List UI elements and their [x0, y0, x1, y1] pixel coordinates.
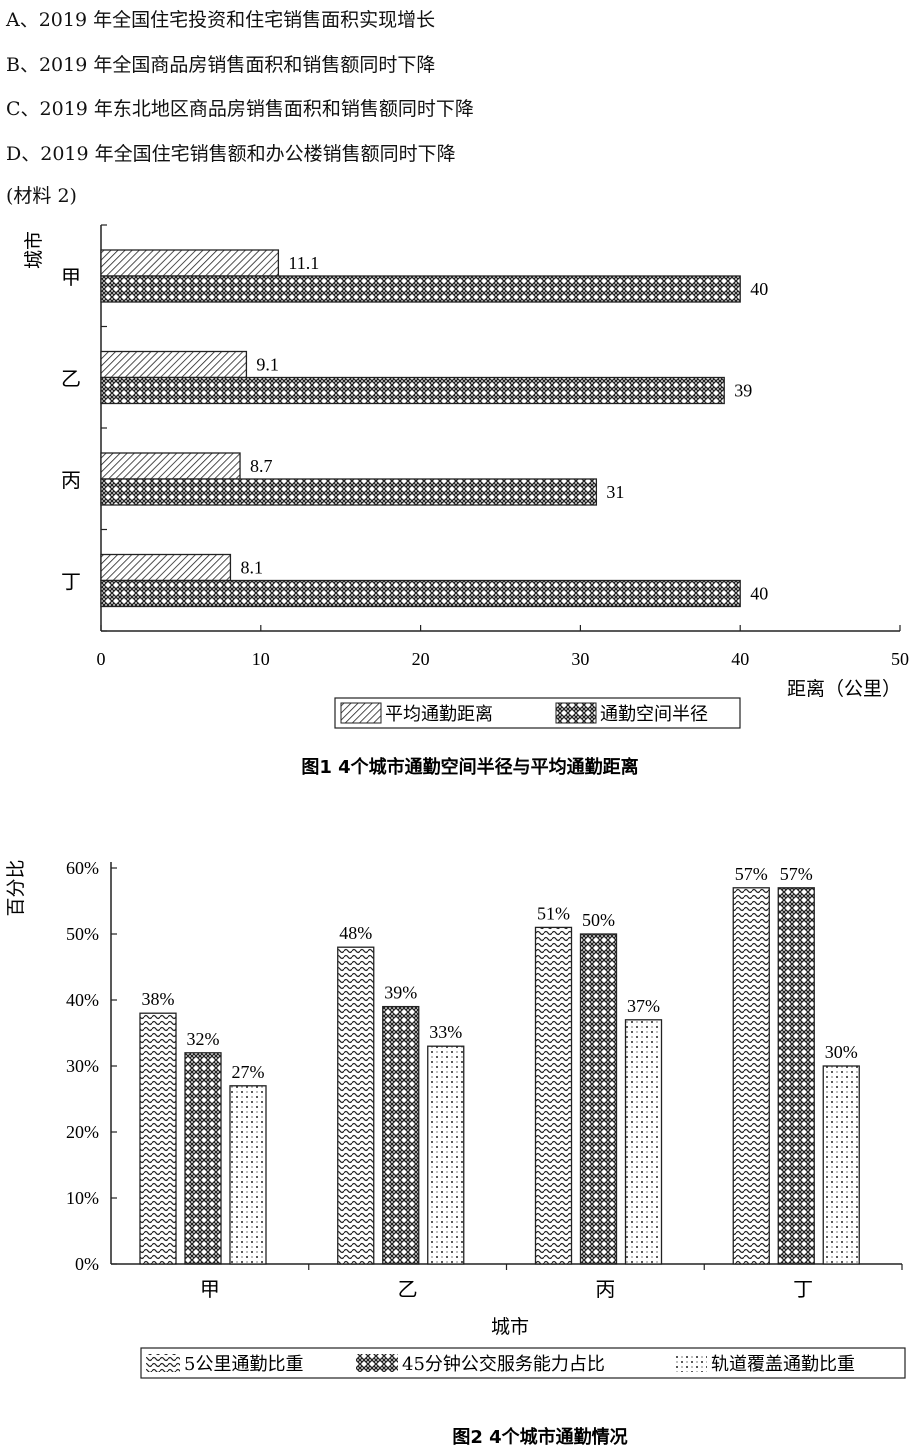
bar-value-label: 27%: [232, 1062, 265, 1082]
bar: [732, 887, 770, 1265]
bar-value-label: 38%: [142, 989, 175, 1009]
x-tick-label: 50: [891, 649, 909, 669]
bar-value-label: 8.1: [240, 558, 262, 578]
x-category-label: 甲: [200, 1277, 220, 1301]
bar: [100, 553, 232, 582]
bar: [100, 478, 598, 506]
bar: [624, 1019, 663, 1265]
bar-value-label: 39: [734, 381, 752, 401]
bar: [100, 249, 280, 277]
x-tick-label: 20: [412, 649, 430, 669]
bar: [579, 933, 618, 1265]
chart-commute-situation: 0% 10% 20% 30% 40% 50% 60% 甲 38% 32% 27% 乙 48% 39% 33%…: [5, 858, 906, 1448]
y-tick-label: 10%: [66, 1188, 99, 1208]
x-tick-label: 10: [252, 649, 270, 669]
option-a: A、2019 年全国住宅投资和住宅销售面积实现增长: [6, 9, 436, 31]
legend-box: [140, 1347, 906, 1379]
bar: [100, 579, 741, 608]
bar-value-label: 57%: [780, 864, 813, 884]
y-tick-label: 40%: [66, 990, 99, 1010]
bar: [100, 275, 741, 303]
bar: [777, 887, 815, 1265]
bar-value-label: 40: [750, 584, 768, 604]
legend-box: [334, 697, 741, 729]
x-category-label: 乙: [398, 1277, 418, 1301]
legend-swatch: [555, 702, 597, 724]
legend-label: 5公里通勤比重: [184, 1354, 303, 1375]
y-tick-label: 50%: [66, 924, 99, 944]
bar-value-label: 33%: [429, 1022, 462, 1042]
legend-swatch: [673, 1354, 707, 1372]
legend: 5公里通勤比重 45分钟公交服务能力占比 轨道覆盖通勤比重: [140, 1347, 906, 1379]
legend-swatch: [340, 702, 382, 724]
x-axis-title: 城市: [491, 1316, 529, 1338]
legend-swatch: [146, 1354, 180, 1372]
bar-value-label: 40: [750, 279, 768, 299]
bar: [184, 1052, 222, 1265]
bar-value-label: 48%: [339, 923, 372, 943]
bar: [822, 1065, 860, 1265]
bar-value-label: 9.1: [256, 355, 279, 375]
option-b: B、2019 年全国商品房销售面积和销售额同时下降: [6, 54, 436, 76]
y-category-label: 甲: [61, 265, 81, 289]
bar: [100, 376, 725, 405]
x-category-label: 丙: [595, 1277, 615, 1301]
x-axis-title: 距离（公里）: [787, 678, 901, 700]
y-category-label: 乙: [61, 367, 81, 391]
y-tick-label: 20%: [66, 1122, 99, 1142]
x-tick-label: 0: [97, 649, 106, 669]
bar: [100, 350, 248, 379]
bar: [139, 1012, 177, 1265]
bar: [427, 1045, 465, 1265]
bar-value-label: 50%: [582, 910, 615, 930]
bar: [100, 452, 241, 480]
option-d: D、2019 年全国住宅销售额和办公楼销售额同时下降: [6, 143, 456, 165]
bar-value-label: 31: [606, 482, 624, 502]
bar-value-label: 30%: [825, 1042, 858, 1062]
bar-value-label: 51%: [537, 903, 570, 923]
bar-value-label: 37%: [627, 996, 660, 1016]
y-axis-title: 城市: [23, 231, 45, 269]
y-tick-label: 0%: [75, 1254, 99, 1274]
y-tick-label: 30%: [66, 1056, 99, 1076]
bar: [382, 1005, 420, 1265]
x-tick-label: 40: [731, 649, 749, 669]
legend-label: 平均通勤距离: [385, 704, 493, 725]
bar: [337, 946, 375, 1265]
legend-label: 45分钟公交服务能力占比: [402, 1354, 605, 1375]
x-tick-label: 30: [571, 649, 589, 669]
legend-swatch: [356, 1354, 398, 1372]
material-label: (材料 2): [6, 185, 77, 207]
option-c: C、2019 年东北地区商品房销售面积和销售额同时下降: [6, 98, 474, 120]
bar-value-label: 32%: [187, 1029, 220, 1049]
y-category-label: 丙: [61, 468, 81, 492]
chart-caption: 图2 4个城市通勤情况: [452, 1426, 627, 1448]
bar-value-label: 39%: [384, 983, 417, 1003]
y-tick-label: 60%: [66, 858, 99, 878]
legend-label: 通勤空间半径: [600, 704, 708, 725]
bar-value-label: 8.7: [250, 456, 273, 476]
y-category-label: 丁: [61, 570, 81, 594]
chart-caption: 图1 4个城市通勤空间半径与平均通勤距离: [301, 756, 638, 778]
x-category-label: 丁: [793, 1277, 813, 1301]
bar-value-label: 11.1: [288, 253, 319, 273]
legend: 平均通勤距离 通勤空间半径: [334, 697, 741, 729]
legend-label: 轨道覆盖通勤比重: [711, 1354, 855, 1375]
bar-value-label: 57%: [735, 864, 768, 884]
y-axis-title: 百分比: [5, 859, 27, 916]
bar: [229, 1085, 267, 1265]
chart-commute-distance: 0 10 20 30 40 50 甲 11.1 40 乙 9.1 39 丙 8.7 31 丁 8.1 40 城市距离…: [23, 224, 909, 778]
bar: [534, 926, 573, 1265]
